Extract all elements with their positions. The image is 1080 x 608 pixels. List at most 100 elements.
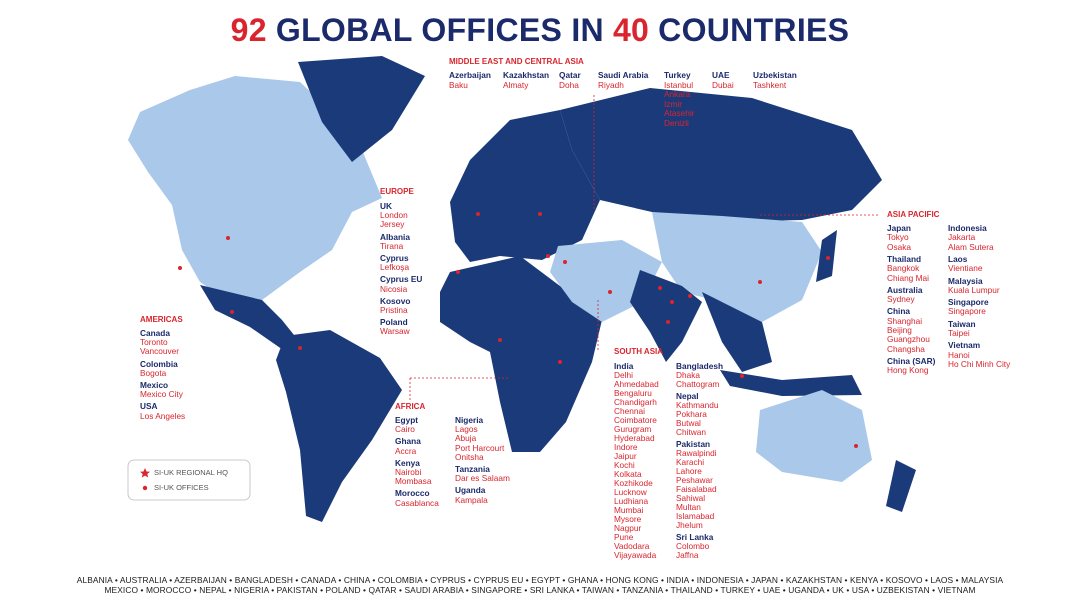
city-name: Nagpur xyxy=(614,523,642,533)
country-name: Canada xyxy=(140,328,170,338)
office-dot xyxy=(740,374,744,378)
city-name: Almaty xyxy=(503,79,529,90)
city-name: Kathmandu xyxy=(676,400,719,410)
office-marker xyxy=(142,485,148,491)
title-number: 92 xyxy=(230,12,267,48)
city-name: Baku xyxy=(449,79,468,90)
city-name: Singapore xyxy=(948,306,986,317)
city-name: Nairobi xyxy=(395,467,422,477)
city-name: Riyadh xyxy=(598,79,624,90)
legend-label: SI-UK OFFICES xyxy=(154,483,209,492)
city-name: Lagos xyxy=(455,424,478,435)
office-dot xyxy=(456,270,460,274)
city-name: Coimbatore xyxy=(614,415,657,425)
city-name: Ludhiana xyxy=(614,496,649,506)
city-name: Bangkok xyxy=(887,263,920,274)
city-name: Mexico City xyxy=(140,389,183,400)
city-name: Lefkoşa xyxy=(380,262,410,273)
country-name: Laos xyxy=(948,253,968,264)
south-america xyxy=(276,330,402,522)
city-name: Sydney xyxy=(887,294,915,305)
city-name: Kozhikode xyxy=(614,478,653,488)
city-name: Kampala xyxy=(455,494,488,505)
city-name: Warsaw xyxy=(380,326,410,337)
city-name: Dhaka xyxy=(676,370,700,380)
city-name: Bogota xyxy=(140,367,167,378)
country-name: Kosovo xyxy=(380,295,411,306)
country-name: UK xyxy=(380,201,392,211)
legend-box xyxy=(127,459,251,501)
city-name: Ho Chi Minh City xyxy=(948,358,1011,369)
country-list: ALBANIA • AUSTRALIA • AZERBAIJAN • BANGL… xyxy=(76,575,1004,585)
office-dot xyxy=(670,300,674,304)
city-name: Faisalabad xyxy=(676,484,717,494)
city-name: Hanoi xyxy=(948,349,970,360)
city-name: Port Harcourt xyxy=(455,442,505,453)
country-name: Vietnam xyxy=(948,340,981,351)
city-name: Chattogram xyxy=(676,379,720,389)
city-name: Jhelum xyxy=(676,520,703,530)
city-name: Butwal xyxy=(676,418,701,428)
legend xyxy=(127,459,251,501)
country-name: China (SAR) xyxy=(887,355,936,366)
city-name: Tokyo xyxy=(887,232,909,243)
country-name: Kenya xyxy=(395,457,420,468)
europe xyxy=(450,110,600,262)
city-name: Karachi xyxy=(676,457,705,467)
city-name: Jakarta xyxy=(948,232,976,243)
country-name: USA xyxy=(140,401,158,412)
region-title: AFRICA xyxy=(395,402,426,411)
country-name: Nigeria xyxy=(455,415,484,425)
city-name: Atasehir xyxy=(664,108,695,119)
city-name: Los Angeles xyxy=(140,410,186,421)
country-name: Indonesia xyxy=(948,223,987,233)
country-name: Colombia xyxy=(140,358,178,369)
title-number: 40 xyxy=(612,12,650,48)
country-name: Kazakhstan xyxy=(503,70,550,80)
city-name: Ankara xyxy=(664,89,691,100)
city-name: Tirana xyxy=(380,240,404,251)
city-name: Bengaluru xyxy=(614,388,652,398)
country-name: Albania xyxy=(380,231,410,242)
office-dot xyxy=(688,294,692,298)
city-name: Changsha xyxy=(887,343,925,354)
city-name: Lahore xyxy=(676,466,702,476)
city-name: Gurugram xyxy=(614,424,652,434)
office-dot xyxy=(758,280,762,284)
office-dot xyxy=(538,212,542,216)
country-name: Singapore xyxy=(948,297,989,308)
city-name: Osaka xyxy=(887,241,911,252)
city-name: Accra xyxy=(395,445,417,456)
office-dot xyxy=(558,360,562,364)
city-name: Pristina xyxy=(380,305,408,315)
country-name: Egypt xyxy=(395,415,419,425)
office-dot xyxy=(826,256,830,260)
city-name: Taipei xyxy=(948,328,970,338)
southeast-asia xyxy=(702,292,772,372)
office-dot xyxy=(608,290,612,294)
city-name: Tashkent xyxy=(753,79,787,90)
office-dot xyxy=(226,236,230,240)
city-name: Lucknow xyxy=(614,487,647,497)
city-name: Istanbul xyxy=(664,79,694,90)
australia xyxy=(756,390,872,482)
country-name: Morocco xyxy=(395,488,430,499)
office-dot xyxy=(230,310,234,314)
russia xyxy=(560,88,882,222)
office-dot xyxy=(298,346,302,350)
region-title: EUROPE xyxy=(380,187,414,196)
africa xyxy=(440,256,602,452)
city-name: Alam Sutera xyxy=(948,241,994,252)
city-name: Vancouver xyxy=(140,346,180,357)
city-name: Hong Kong xyxy=(887,365,929,376)
country-name: Bangladesh xyxy=(676,361,724,371)
city-name: Dar es Salaam xyxy=(455,473,510,484)
city-name: Mombasa xyxy=(395,476,432,487)
city-name: Beijing xyxy=(887,325,912,335)
indonesia xyxy=(720,370,862,396)
country-name: Tanzania xyxy=(455,464,490,474)
country-name: Sri Lanka xyxy=(676,532,714,542)
country-name: Uganda xyxy=(455,485,486,496)
country-name: Cyprus xyxy=(380,253,409,263)
city-name: Chennai xyxy=(614,406,645,416)
